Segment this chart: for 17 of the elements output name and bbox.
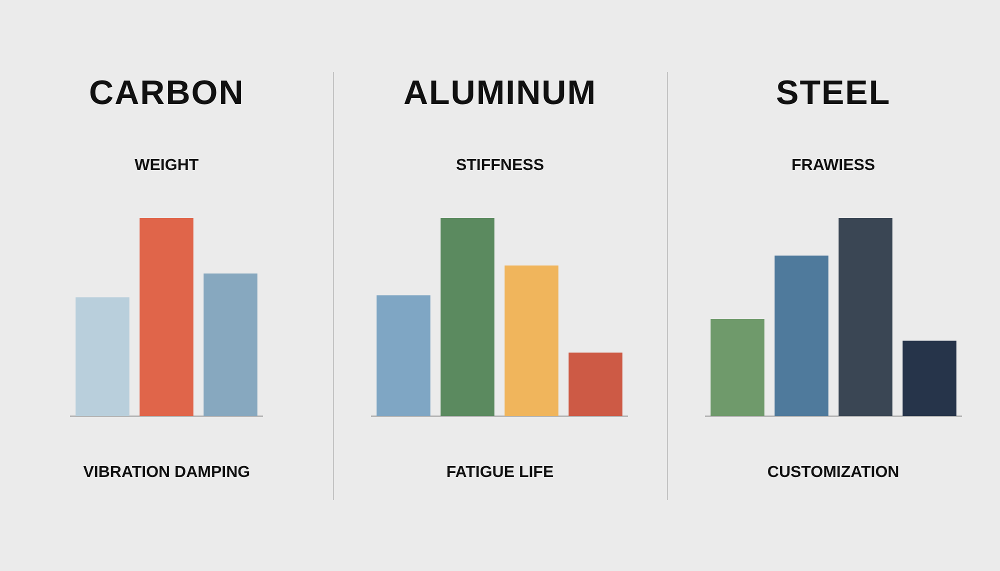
bar (568, 352, 623, 416)
chart-title: ALUMINUM (402, 74, 598, 113)
x-axis-title: VIBRATION DAMPING (82, 464, 252, 482)
bar (710, 318, 764, 416)
chart-title: STEEL (775, 74, 892, 113)
bar (440, 218, 495, 416)
x-axis-title: FATIGUE LIFE (445, 464, 555, 482)
bar (774, 256, 828, 416)
bar (838, 218, 892, 416)
chart-subtitle: STIFFNESS (454, 157, 545, 175)
bar (376, 295, 431, 416)
bar (504, 266, 559, 416)
chart-title: CARBON (88, 74, 246, 113)
bar (902, 340, 956, 416)
chart-subtitle: WEIGHT (134, 157, 200, 175)
chart-subtitle: FRAWIESS (790, 157, 876, 175)
x-axis-title: CUSTOMIZATION (766, 464, 900, 482)
